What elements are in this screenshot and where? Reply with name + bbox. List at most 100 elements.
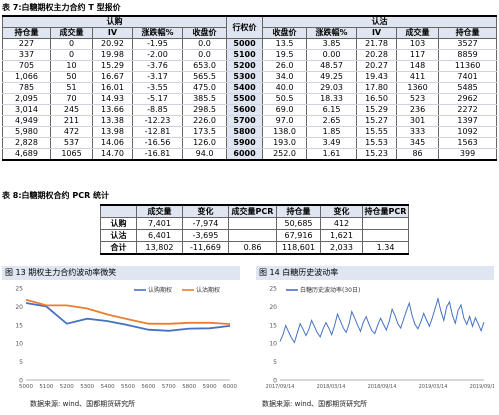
put-cell: 7401 xyxy=(438,71,498,83)
pcr-cell: 7,401 xyxy=(136,217,183,230)
put-cell: 20.27 xyxy=(356,60,398,72)
strike-cell: 5100 xyxy=(226,49,264,61)
table-row: 认购 7,401 -7,974 50,685 412 xyxy=(100,217,409,230)
table8-caption: 表 8:白糖期权合约 PCR 统计 xyxy=(2,191,110,200)
put-cell: 2962 xyxy=(438,93,498,105)
call-cell: 14.93 xyxy=(92,93,133,105)
put-cell: 1397 xyxy=(438,115,498,127)
series-line-0 xyxy=(25,302,231,332)
put-cell: 148 xyxy=(396,60,440,72)
call-cell: 10 xyxy=(50,60,93,72)
x-tick-label: 5700 xyxy=(162,384,176,390)
put-cell: 49.25 xyxy=(306,71,358,83)
call-cell: 2,828 xyxy=(2,137,51,149)
put-cell: 40.0 xyxy=(262,82,308,94)
t-quote-table: 认购 行权价 认沽 持仓量 成交量 IV 涨跌幅% 收盘价 收盘价 涨跌幅% IV 成交量 持仓量… xyxy=(1,15,498,161)
call-cell: 227 xyxy=(2,38,51,50)
table-row: 227 0 20.92 -1.95 0.0 5000 13.5 3.85 21.78 103 352… xyxy=(2,38,498,50)
pcr-cell: 118,601 xyxy=(276,241,321,255)
figure14-source: 数据来源: wind、国都期货研究所 xyxy=(262,400,368,408)
pcr-cell: 6,401 xyxy=(136,229,183,242)
pcr-cell: 50,685 xyxy=(276,217,321,230)
x-tick-label: 5000 xyxy=(19,384,33,390)
strike-cell: 5900 xyxy=(226,137,264,149)
table-row: 4,689 1065 14.70 -16.81 94.0 6000 252.0 1.61 15.… xyxy=(2,148,498,161)
put-cell: 411 xyxy=(396,71,440,83)
put-cell: 103 xyxy=(396,38,440,50)
row-label: 合计 xyxy=(100,241,137,255)
series-line-0 xyxy=(279,296,485,344)
call-cell: 475.0 xyxy=(181,82,228,94)
put-cell: 138.0 xyxy=(262,126,308,138)
call-cell: 245 xyxy=(50,104,93,116)
put-cell: 3.85 xyxy=(306,38,358,50)
put-cell: 2.65 xyxy=(306,115,358,127)
table7-caption: 表 7:白糖期权主力合约 T 型报价 xyxy=(2,3,121,12)
put-cell: 1563 xyxy=(438,137,498,149)
put-cell: 15.23 xyxy=(356,148,398,161)
call-cell: 173.5 xyxy=(181,126,228,138)
call-cell: 0.0 xyxy=(181,49,228,61)
call-cell: 126.0 xyxy=(181,137,228,149)
pcr-cell: 412 xyxy=(320,217,363,230)
call-cell: -3.17 xyxy=(132,71,183,83)
put-cell: 2272 xyxy=(438,104,498,116)
legend-label: 认购期权 xyxy=(148,286,172,294)
put-cell: 15.29 xyxy=(356,104,398,116)
put-cell: 29.03 xyxy=(306,82,358,94)
call-cell: 4,689 xyxy=(2,148,51,161)
table-row: 785 51 16.01 -3.55 475.0 5400 40.0 29.03 17.80 13… xyxy=(2,82,498,94)
call-cell: -1.95 xyxy=(132,38,183,50)
call-col-header: 成交量 xyxy=(50,27,93,39)
pcr-cell: 1.34 xyxy=(362,241,409,255)
strike-header: 行权价 xyxy=(226,15,264,39)
call-cell: 94.0 xyxy=(181,148,228,161)
call-cell: 5,980 xyxy=(2,126,51,138)
put-cell: 48.57 xyxy=(306,60,358,72)
put-cell: 11360 xyxy=(438,60,498,72)
call-cell: 0 xyxy=(50,49,93,61)
call-cell: 785 xyxy=(2,82,51,94)
strike-cell: 5000 xyxy=(226,38,264,50)
put-cell: 3527 xyxy=(438,38,498,50)
pcr-col-header: 持仓量 xyxy=(276,204,321,218)
call-cell: 15.29 xyxy=(92,60,133,72)
row-label: 认购 xyxy=(100,217,137,230)
put-cell: 15.55 xyxy=(356,126,398,138)
put-cell: 17.80 xyxy=(356,82,398,94)
call-cell: -2.00 xyxy=(132,49,183,61)
y-tick-label: 15 xyxy=(15,322,23,329)
strike-cell: 5300 xyxy=(226,71,264,83)
table-row: 3,014 245 13.66 -8.85 298.5 5600 69.0 6.15 15.29… xyxy=(2,104,498,116)
table-row: 337 0 19.98 -2.00 0.0 5100 19.5 0.00 20.28 117 885… xyxy=(2,49,498,61)
put-group-header: 认沽 xyxy=(262,15,498,28)
row-label: 认沽 xyxy=(100,229,137,242)
x-tick-label: 2019/09/14 xyxy=(470,384,494,390)
call-cell: 1,066 xyxy=(2,71,51,83)
y-tick-label: 10 xyxy=(15,341,23,348)
call-cell: -16.56 xyxy=(132,137,183,149)
pcr-col-header xyxy=(100,204,137,218)
put-cell: 301 xyxy=(396,115,440,127)
put-cell: 3.49 xyxy=(306,137,358,149)
x-tick-label: 5600 xyxy=(141,384,155,390)
put-cell: 19.43 xyxy=(356,71,398,83)
call-cell: 13.38 xyxy=(92,115,133,127)
put-cell: 97.0 xyxy=(262,115,308,127)
figure13-title: 图 13 期权主力合约波动率微笑 xyxy=(2,266,240,280)
put-cell: 193.0 xyxy=(262,137,308,149)
x-tick-label: 5800 xyxy=(182,384,196,390)
figure14-title: 图 14 白糖历史波动率 xyxy=(256,266,494,280)
x-tick-label: 5500 xyxy=(121,384,135,390)
table-row: 认沽 6,401 -3,695 67,916 1,621 xyxy=(100,229,409,242)
y-tick-label: 5 xyxy=(19,359,23,366)
put-cell: 236 xyxy=(396,104,440,116)
pcr-cell: 2,033 xyxy=(320,241,363,255)
y-tick-label: 5 xyxy=(273,359,277,366)
figure13-source: 数据来源: wind、国都期货研究所 xyxy=(30,400,136,408)
legend-label: 白糖历史波动率(30日) xyxy=(300,286,360,294)
put-cell: 6.15 xyxy=(306,104,358,116)
call-cell: 337 xyxy=(2,49,51,61)
x-tick-label: 6000 xyxy=(223,384,237,390)
y-tick-label: 10 xyxy=(269,341,277,348)
